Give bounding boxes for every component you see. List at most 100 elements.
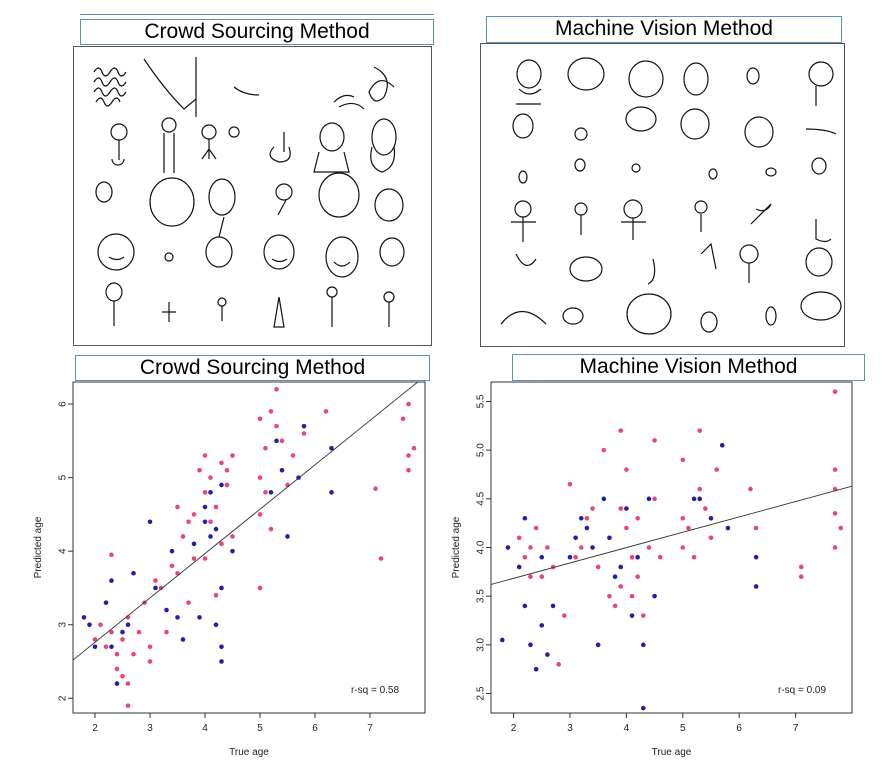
crowd-point-pink: [263, 445, 268, 451]
machine-point-pink: [584, 515, 590, 521]
crowd-point-blue: [81, 615, 87, 620]
machine-point-pink: [697, 428, 703, 433]
machine-point-blue: [646, 496, 652, 502]
machine-x-tick-label: 3: [567, 723, 573, 734]
crowd-point-blue: [202, 519, 208, 525]
crowd-point-blue: [268, 490, 274, 495]
crowd-point-pink: [147, 659, 153, 664]
crowd-point-blue: [131, 570, 136, 576]
machine-rsq-annotation: r-sq = 0.09: [778, 685, 827, 696]
machine-point-blue: [725, 525, 731, 531]
machine-point-pink: [838, 525, 844, 531]
machine-point-blue: [528, 642, 533, 648]
crowd-point-pink: [411, 445, 417, 451]
machine-point-blue: [533, 666, 539, 672]
machine-point-blue: [567, 554, 573, 560]
machine-x-axis-label: True age: [652, 747, 692, 758]
crowd-point-pink: [213, 504, 219, 510]
machine-x-tick-label: 2: [511, 723, 517, 734]
machine-point-pink: [618, 428, 624, 433]
machine-y-axis-label: Predicted age: [451, 516, 462, 578]
crowd-point-pink: [175, 504, 180, 510]
crowd-point-pink: [92, 637, 98, 642]
machine-point-blue: [629, 613, 635, 618]
crowd-point-blue: [279, 467, 285, 473]
machine-point-pink: [629, 554, 635, 560]
machine-y-tick-label: 5.5: [476, 394, 487, 408]
crowd-point-blue: [164, 607, 169, 613]
crowd-drawings-panel: [73, 46, 432, 346]
crowd-x-tick-label: 3: [147, 723, 153, 734]
machine-point-pink: [703, 506, 708, 511]
crowd-x-axis-label: True age: [229, 747, 269, 758]
crowd-scatter-plot: 2 3 4 5 6 7 2 3 4 5 6 True age Predicted age r-sq = 0…: [33, 381, 426, 758]
crowd-point-blue: [92, 644, 98, 650]
machine-y-tick-label: 5.0: [476, 443, 487, 457]
crowd-fit-line: [73, 382, 419, 661]
top-left-title: Crowd Sourcing Method: [80, 19, 434, 45]
machine-point-blue: [550, 603, 556, 609]
crowd-point-pink: [186, 519, 191, 525]
machine-fit-line: [491, 485, 852, 585]
machine-point-pink: [578, 545, 584, 550]
machine-point-blue: [499, 637, 505, 643]
crowd-point-blue: [87, 622, 92, 628]
machine-point-blue: [691, 496, 697, 502]
crowd-point-pink: [114, 666, 120, 672]
crowd-y-tick-label: 2: [58, 695, 69, 701]
machine-point-pink: [832, 389, 838, 395]
crowd-point-pink: [257, 475, 263, 480]
crowd-point-pink: [290, 453, 296, 458]
machine-point-pink: [686, 525, 691, 531]
machine-point-pink: [556, 662, 561, 667]
machine-point-blue: [601, 496, 607, 502]
crowd-point-pink: [279, 438, 285, 444]
machine-plot-area: [491, 389, 852, 711]
crowd-point-pink: [274, 387, 279, 392]
machine-point-pink: [573, 554, 578, 560]
crowd-point-pink: [208, 475, 213, 480]
crowd-point-blue: [109, 644, 114, 650]
crowd-plot-area: [73, 382, 419, 708]
crowd-point-pink: [164, 629, 169, 635]
crowd-point-blue: [109, 578, 114, 583]
machine-point-pink: [590, 506, 595, 511]
crowd-point-pink: [103, 644, 109, 650]
crowd-point-pink: [406, 453, 411, 458]
crowd-point-pink: [109, 552, 114, 558]
top-right-title: Machine Vision Method: [486, 16, 842, 43]
crowd-point-blue: [208, 534, 213, 539]
machine-point-blue: [753, 554, 759, 560]
machine-y-tick-label: 4.5: [476, 491, 487, 505]
machine-point-pink: [533, 525, 539, 531]
crowd-point-pink: [147, 644, 153, 650]
machine-point-pink: [545, 545, 550, 550]
crowd-point-pink: [191, 556, 197, 561]
machine-point-blue: [545, 652, 550, 657]
crowd-rsq-annotation: r-sq = 0.58: [351, 685, 400, 696]
machine-point-pink: [680, 515, 686, 521]
machine-point-pink: [680, 545, 686, 550]
machine-point-pink: [624, 525, 629, 531]
crowd-point-blue: [125, 622, 131, 628]
crowd-point-blue: [202, 504, 208, 510]
machine-point-pink: [748, 486, 753, 492]
crowd-point-blue: [329, 490, 334, 495]
crowd-point-pink: [120, 673, 125, 679]
crowd-point-blue: [301, 423, 307, 429]
crowd-point-blue: [219, 644, 224, 650]
crowd-point-pink: [400, 416, 406, 422]
machine-point-pink: [612, 603, 618, 609]
crowd-point-blue: [213, 526, 219, 532]
crowd-point-pink: [257, 512, 263, 517]
crowd-y-tick-label: 5: [58, 474, 69, 480]
crowd-point-pink: [257, 585, 263, 591]
machine-drawings-panel: [480, 43, 845, 347]
machine-point-pink: [832, 467, 838, 472]
machine-point-pink: [832, 511, 838, 516]
crowd-y-tick-label: 4: [58, 548, 69, 554]
machine-point-pink: [624, 467, 629, 472]
machine-x-tick-label: 5: [680, 723, 686, 734]
crowd-point-pink: [191, 512, 197, 517]
crowd-point-pink: [98, 622, 103, 628]
